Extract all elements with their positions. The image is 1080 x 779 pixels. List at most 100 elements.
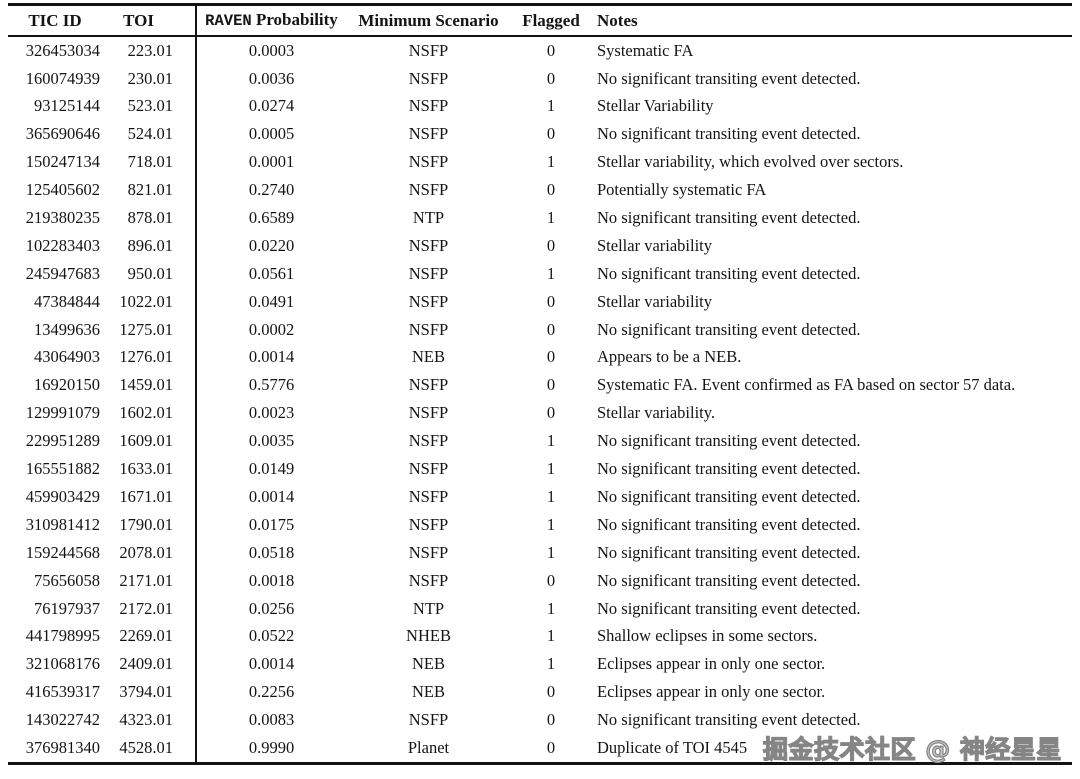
table-row: 102283403 896.01 0.0220 NSFP 0 Stellar variab… bbox=[8, 232, 1072, 261]
cell-probability: 0.0003 bbox=[248, 40, 295, 60]
cell-probability: 0.0256 bbox=[248, 598, 295, 618]
cell-flagged: 1 bbox=[546, 96, 556, 116]
cell-flagged: 1 bbox=[546, 431, 556, 451]
cell-scenario: NSFP bbox=[408, 514, 449, 534]
cell-probability: 0.0149 bbox=[248, 459, 295, 479]
cell-flagged: 0 bbox=[546, 375, 556, 395]
cell-notes: No significant transiting event detected… bbox=[597, 124, 861, 144]
cell-notes: Potentially systematic FA bbox=[597, 180, 767, 200]
cell-tic-id: 416539317 bbox=[25, 682, 100, 702]
cell-flagged: 1 bbox=[546, 654, 556, 674]
cell-scenario: NSFP bbox=[408, 319, 449, 339]
cell-tic-id: 365690646 bbox=[25, 124, 100, 144]
table-row: 150247134 718.01 0.0001 NSFP 1 Stellar variab… bbox=[8, 148, 1072, 177]
cell-tic-id: 93125144 bbox=[34, 96, 100, 116]
cell-toi: 1609.01 bbox=[102, 427, 197, 456]
cell-flagged: 0 bbox=[546, 180, 556, 200]
cell-flagged: 0 bbox=[546, 68, 556, 88]
cell-toi: 878.01 bbox=[102, 204, 197, 233]
paper-table-page: TIC ID TOI RAVEN Probability Minimum Sce… bbox=[0, 3, 1080, 779]
cell-flagged: 1 bbox=[546, 626, 556, 646]
cell-flagged: 0 bbox=[546, 235, 556, 255]
cell-scenario: NSFP bbox=[408, 235, 449, 255]
cell-toi: 718.01 bbox=[102, 148, 197, 177]
cell-toi: 2409.01 bbox=[102, 650, 197, 679]
cell-flagged: 0 bbox=[546, 682, 556, 702]
cell-flagged: 0 bbox=[546, 570, 556, 590]
cell-probability: 0.6589 bbox=[248, 208, 295, 228]
cell-probability: 0.0014 bbox=[248, 654, 295, 674]
header-notes: Notes bbox=[591, 4, 1072, 37]
cell-flagged: 0 bbox=[546, 347, 556, 367]
table-row: 376981340 4528.01 0.9990 Planet 0 Duplicate o… bbox=[8, 734, 1072, 764]
cell-probability: 0.9990 bbox=[248, 737, 295, 757]
cell-scenario: NTP bbox=[412, 208, 445, 228]
cell-toi: 1275.01 bbox=[102, 315, 197, 344]
table-row: 321068176 2409.01 0.0014 NEB 1 Eclipses appea… bbox=[8, 650, 1072, 679]
cell-scenario: NSFP bbox=[408, 403, 449, 423]
cell-tic-id: 43064903 bbox=[34, 347, 100, 367]
cell-tic-id: 459903429 bbox=[25, 486, 100, 506]
table-row: 245947683 950.01 0.0561 NSFP 1 No significant… bbox=[8, 260, 1072, 289]
cell-tic-id: 75656058 bbox=[34, 570, 100, 590]
cell-probability: 0.0274 bbox=[248, 96, 295, 116]
table-row: 43064903 1276.01 0.0014 NEB 0 Appears to be a… bbox=[8, 343, 1072, 372]
cell-toi: 2269.01 bbox=[102, 622, 197, 651]
cell-toi: 523.01 bbox=[102, 92, 197, 121]
cell-toi: 223.01 bbox=[102, 36, 197, 65]
cell-scenario: NSFP bbox=[408, 40, 449, 60]
cell-tic-id: 441798995 bbox=[25, 626, 100, 646]
cell-probability: 0.0518 bbox=[248, 542, 295, 562]
cell-flagged: 1 bbox=[546, 514, 556, 534]
header-row: TIC ID TOI RAVEN Probability Minimum Sce… bbox=[8, 4, 1072, 37]
cell-probability: 0.5776 bbox=[248, 375, 295, 395]
cell-toi: 2171.01 bbox=[102, 566, 197, 595]
table-row: 310981412 1790.01 0.0175 NSFP 1 No significan… bbox=[8, 511, 1072, 540]
header-probability-word: Probability bbox=[255, 10, 338, 30]
cell-notes: No significant transiting event detected… bbox=[597, 319, 861, 339]
cell-probability: 0.0175 bbox=[248, 514, 295, 534]
cell-tic-id: 129991079 bbox=[25, 403, 100, 423]
cell-probability: 0.0023 bbox=[248, 403, 295, 423]
cell-toi: 1022.01 bbox=[102, 288, 197, 316]
cell-tic-id: 245947683 bbox=[25, 263, 100, 283]
table-row: 143022742 4323.01 0.0083 NSFP 0 No significan… bbox=[8, 706, 1072, 735]
cell-tic-id: 159244568 bbox=[25, 542, 100, 562]
cell-tic-id: 321068176 bbox=[25, 654, 100, 674]
cell-probability: 0.0001 bbox=[248, 152, 295, 172]
cell-tic-id: 76197937 bbox=[34, 598, 100, 618]
table-row: 441798995 2269.01 0.0522 NHEB 1 Shallow eclip… bbox=[8, 622, 1072, 651]
cell-flagged: 1 bbox=[546, 486, 556, 506]
cell-tic-id: 165551882 bbox=[25, 459, 100, 479]
cell-tic-id: 143022742 bbox=[25, 710, 100, 730]
cell-notes: No significant transiting event detected… bbox=[597, 459, 861, 479]
cell-flagged: 0 bbox=[546, 737, 556, 757]
cell-toi: 1602.01 bbox=[102, 399, 197, 428]
cell-tic-id: 326453034 bbox=[25, 40, 100, 60]
cell-notes: No significant transiting event detected… bbox=[597, 208, 861, 228]
table-row: 326453034 223.01 0.0003 NSFP 0 Systematic FA bbox=[8, 36, 1072, 65]
table-row: 229951289 1609.01 0.0035 NSFP 1 No significan… bbox=[8, 427, 1072, 456]
cell-probability: 0.0018 bbox=[248, 570, 295, 590]
cell-scenario: NSFP bbox=[408, 68, 449, 88]
cell-scenario: NSFP bbox=[408, 710, 449, 730]
cell-notes: No significant transiting event detected… bbox=[597, 598, 861, 618]
table-row: 16920150 1459.01 0.5776 NSFP 0 Systematic FA.… bbox=[8, 371, 1072, 400]
cell-notes: Systematic FA bbox=[597, 40, 694, 60]
cell-tic-id: 160074939 bbox=[25, 68, 100, 88]
cell-notes: No significant transiting event detected… bbox=[597, 710, 861, 730]
cell-notes: No significant transiting event detected… bbox=[597, 486, 861, 506]
header-toi: TOI bbox=[102, 4, 197, 37]
cell-tic-id: 150247134 bbox=[25, 152, 100, 172]
cell-toi: 821.01 bbox=[102, 176, 197, 205]
cell-scenario: Planet bbox=[407, 737, 450, 757]
cell-probability: 0.0522 bbox=[248, 626, 295, 646]
cell-flagged: 1 bbox=[546, 542, 556, 562]
cell-toi: 1633.01 bbox=[102, 455, 197, 484]
header-raven-word: RAVEN bbox=[205, 12, 252, 31]
cell-notes: Shallow eclipses in some sectors. bbox=[597, 626, 818, 646]
cell-flagged: 0 bbox=[546, 291, 556, 311]
cell-scenario: NSFP bbox=[408, 263, 449, 283]
table-row: 125405602 821.01 0.2740 NSFP 0 Potentially sy… bbox=[8, 176, 1072, 205]
toi-vetting-table: TIC ID TOI RAVEN Probability Minimum Sce… bbox=[8, 3, 1072, 766]
